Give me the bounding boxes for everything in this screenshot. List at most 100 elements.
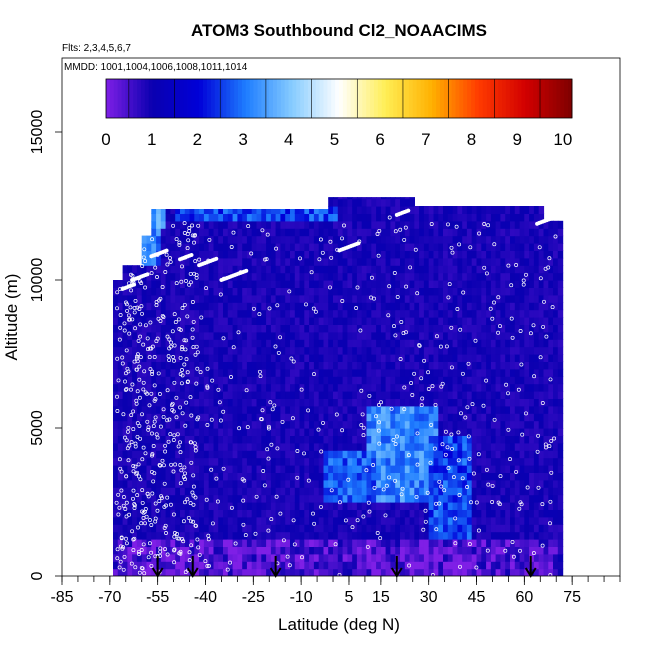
heatmap-cell — [223, 487, 229, 496]
heatmap-cell — [266, 339, 272, 348]
heatmap-cell — [180, 354, 186, 362]
sample-point — [393, 442, 398, 446]
heatmap-cell — [505, 546, 511, 555]
heatmap-cell — [318, 331, 325, 340]
heatmap-cell — [318, 209, 325, 214]
heatmap-cell — [443, 561, 449, 570]
heatmap-cell — [486, 346, 492, 355]
sample-point — [450, 250, 455, 255]
heatmap-cell — [194, 213, 200, 222]
heatmap-cell — [557, 553, 564, 562]
heatmap-cell — [514, 346, 521, 355]
heatmap-cell — [251, 435, 258, 444]
heatmap-cell — [500, 465, 506, 473]
heatmap-cell — [452, 539, 458, 547]
heatmap-cell — [553, 546, 559, 555]
heatmap-cell — [462, 309, 468, 318]
heatmap-cell — [409, 376, 415, 385]
heatmap-cell — [481, 257, 487, 266]
heatmap-cell — [500, 228, 506, 237]
heatmap-cell — [199, 302, 205, 311]
heatmap-cell — [553, 539, 559, 547]
heatmap-cell — [146, 391, 152, 399]
heatmap-cell — [471, 450, 478, 459]
heatmap-cell — [309, 561, 315, 570]
heatmap-cell — [385, 546, 391, 555]
heatmap-cell — [433, 361, 439, 370]
heatmap-cell — [333, 376, 339, 385]
heatmap-cell — [232, 479, 238, 488]
heatmap-cell — [127, 324, 133, 333]
heatmap-cell — [476, 280, 482, 288]
heatmap-cell — [117, 546, 124, 555]
heatmap-cell — [390, 197, 396, 200]
heatmap-cell — [447, 287, 454, 296]
heatmap-cell — [495, 465, 501, 473]
heatmap-cell — [447, 509, 454, 518]
heatmap-cell — [227, 479, 234, 488]
heatmap-cell — [423, 383, 430, 392]
heatmap-cell — [285, 302, 291, 311]
heatmap-cell — [313, 413, 320, 422]
heatmap-cell — [304, 546, 310, 555]
heatmap-cell — [170, 420, 176, 429]
heatmap-cell — [242, 331, 248, 340]
heatmap-cell — [419, 235, 425, 244]
heatmap-cell — [490, 539, 497, 547]
heatmap-cell — [443, 568, 449, 576]
heatmap-cell — [304, 524, 310, 533]
heatmap-cell — [495, 420, 501, 429]
heatmap-cell — [117, 516, 124, 525]
heatmap-cell — [390, 339, 396, 348]
heatmap-cell — [438, 435, 444, 444]
heatmap-cell — [409, 509, 415, 518]
heatmap-cell — [203, 457, 210, 466]
heatmap-cell — [457, 368, 463, 377]
heatmap-cell — [175, 457, 181, 466]
heatmap-cell — [122, 457, 128, 466]
heatmap-cell — [318, 324, 325, 333]
heatmap-cell — [380, 442, 387, 451]
heatmap-cell — [156, 368, 162, 377]
heatmap-cell — [471, 435, 478, 444]
heatmap-cell — [366, 302, 372, 311]
heatmap-cell — [404, 309, 411, 318]
heatmap-cell — [443, 243, 449, 251]
heatmap-cell — [380, 561, 387, 570]
heatmap-cell — [304, 539, 310, 547]
sample-point — [291, 359, 296, 364]
heatmap-cell — [175, 339, 181, 348]
heatmap-cell — [299, 472, 305, 481]
heatmap-cell — [366, 331, 372, 340]
heatmap-cell — [156, 265, 162, 274]
heatmap-cell — [466, 428, 473, 436]
heatmap-cell — [165, 213, 171, 222]
heatmap-cell — [510, 524, 516, 533]
heatmap-cell — [165, 420, 171, 429]
heatmap-cell — [533, 479, 540, 488]
heatmap-cell — [165, 568, 171, 576]
heatmap-cell — [390, 457, 396, 466]
heatmap-cell — [189, 391, 195, 399]
heatmap-cell — [505, 361, 511, 370]
heatmap-cell — [151, 265, 157, 274]
heatmap-cell — [486, 442, 492, 451]
heatmap-cell — [366, 568, 372, 576]
heatmap-cell — [141, 235, 148, 244]
sample-point — [117, 457, 122, 462]
heatmap-cell — [538, 250, 545, 259]
heatmap-cell — [199, 472, 205, 481]
heatmap-cell — [404, 546, 411, 555]
heatmap-cell — [414, 376, 420, 385]
heatmap-cell — [237, 280, 243, 288]
heatmap-cell — [519, 346, 525, 355]
heatmap-cell — [261, 428, 267, 436]
heatmap-cell — [280, 324, 286, 333]
heatmap-cell — [223, 383, 229, 392]
heatmap-cell — [347, 317, 353, 325]
heatmap-cell — [433, 383, 439, 392]
heatmap-cell — [443, 324, 449, 333]
heatmap-cell — [481, 465, 487, 473]
heatmap-cell — [223, 472, 229, 481]
heatmap-cell — [208, 331, 215, 340]
